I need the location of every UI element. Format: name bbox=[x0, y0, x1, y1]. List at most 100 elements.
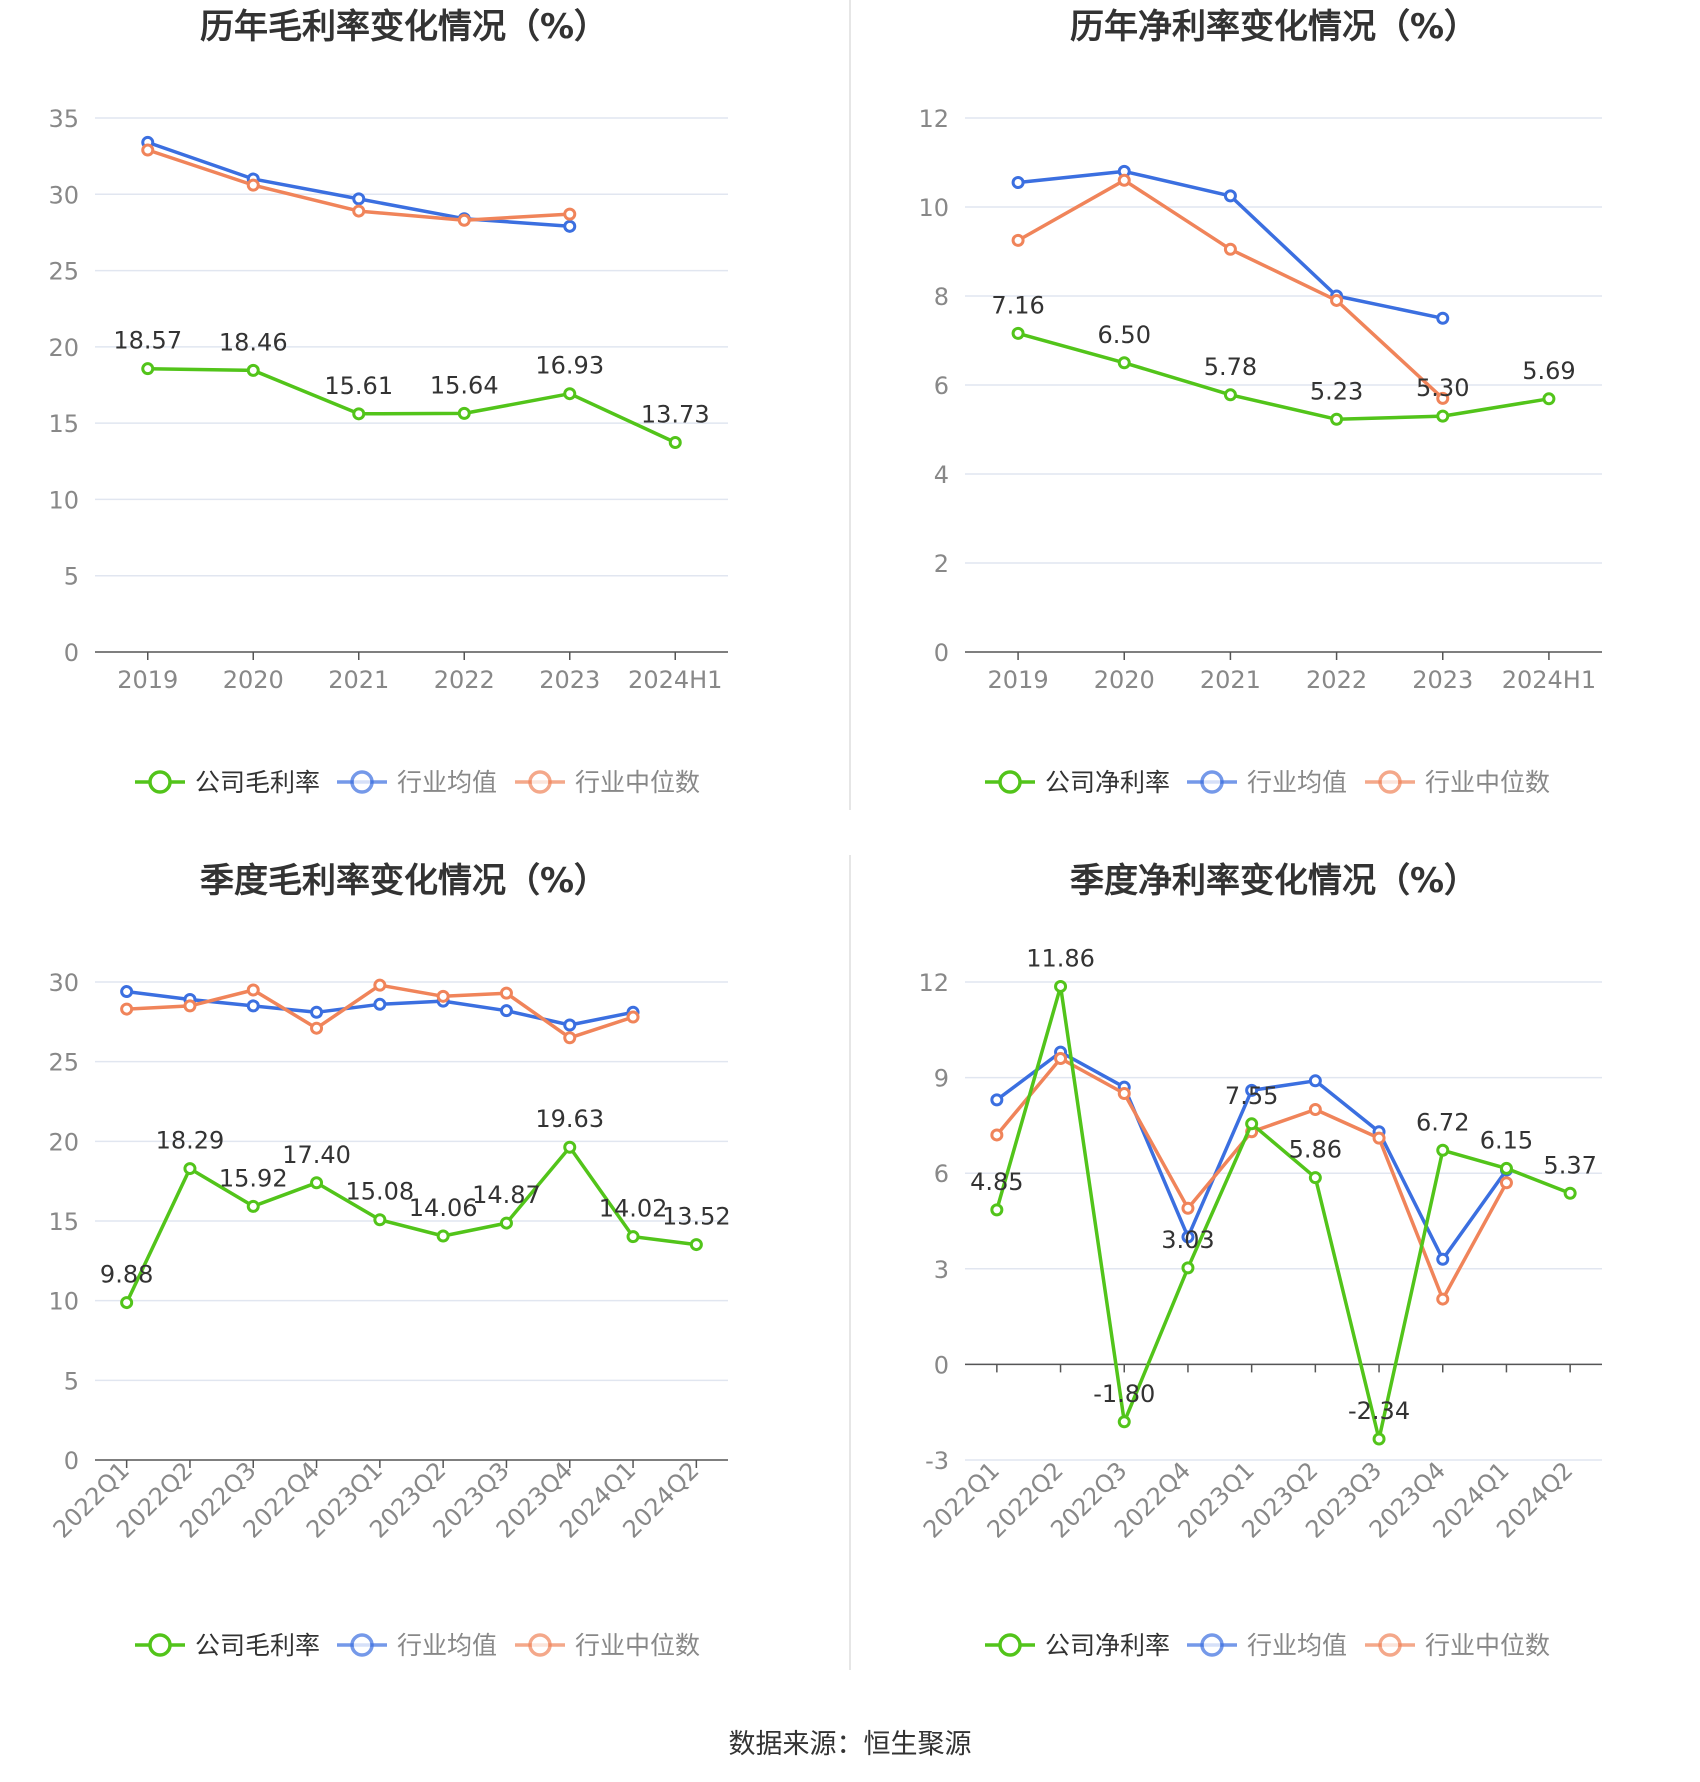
data-point-median bbox=[990, 1128, 1004, 1142]
legend-marker-icon bbox=[1378, 770, 1402, 794]
legend-item-company: 公司毛利率 bbox=[135, 1631, 320, 1660]
y-tick-label: 30 bbox=[48, 969, 79, 997]
legend-label: 公司净利率 bbox=[1045, 1631, 1170, 1660]
y-tick-label: 10 bbox=[918, 194, 949, 222]
y-tick-label: 4 bbox=[934, 461, 949, 489]
data-point-average bbox=[990, 1093, 1004, 1107]
data-point-company bbox=[436, 1229, 450, 1243]
data-point-average bbox=[1011, 176, 1025, 190]
series-line-company bbox=[147, 366, 677, 445]
data-point-average bbox=[373, 997, 387, 1011]
data-point-median bbox=[1436, 1292, 1450, 1306]
data-point-company bbox=[1054, 979, 1068, 993]
data-point-median bbox=[563, 207, 577, 221]
y-tick-label: 0 bbox=[64, 1447, 79, 1475]
data-point-company bbox=[1372, 1432, 1386, 1446]
x-tick-label: 2022 bbox=[434, 666, 495, 694]
data-point-company bbox=[246, 363, 260, 377]
data-point-median bbox=[1054, 1051, 1068, 1065]
series-line-company bbox=[1017, 331, 1550, 422]
series-line-company bbox=[995, 984, 1571, 1441]
data-point-median bbox=[1499, 1176, 1513, 1190]
chart-title: 季度毛利率变化情况（%） bbox=[200, 861, 608, 901]
data-point-company bbox=[1308, 1171, 1322, 1185]
data-label: 5.86 bbox=[1289, 1136, 1342, 1164]
legend-label: 公司毛利率 bbox=[195, 1631, 320, 1660]
legend-label: 行业中位数 bbox=[1425, 1631, 1550, 1660]
data-point-average bbox=[352, 192, 366, 206]
y-tick-label: 3 bbox=[934, 1256, 949, 1284]
y-tick-label: 15 bbox=[48, 1208, 79, 1236]
data-label: 15.64 bbox=[430, 371, 499, 399]
legend-item-average: 行业均值 bbox=[337, 1631, 497, 1660]
data-point-median bbox=[310, 1021, 324, 1035]
x-tick-label: 2020 bbox=[223, 666, 284, 694]
data-label: 13.52 bbox=[662, 1203, 731, 1231]
chart-1: 历年毛利率变化情况（%） 0 5 10 15 20 25 30 35 2019 2020 2021 20… bbox=[48, 7, 728, 797]
legend-marker-icon bbox=[998, 1633, 1022, 1657]
data-point-company bbox=[990, 1203, 1004, 1217]
data-point-median bbox=[1011, 233, 1025, 247]
data-point-median bbox=[1117, 173, 1131, 187]
y-tick-label: 9 bbox=[934, 1065, 949, 1093]
chart-title: 季度净利率变化情况（%） bbox=[1070, 861, 1478, 901]
data-point-company bbox=[1117, 356, 1131, 370]
data-point-average bbox=[499, 1004, 513, 1018]
legend-label: 行业均值 bbox=[397, 768, 497, 797]
data-point-median bbox=[352, 204, 366, 218]
y-tick-label: 25 bbox=[48, 1049, 79, 1077]
y-tick-label: 25 bbox=[48, 258, 79, 286]
y-tick-label: 10 bbox=[48, 1288, 79, 1316]
legend-item-median: 行业中位数 bbox=[515, 1631, 700, 1660]
data-point-company bbox=[499, 1216, 513, 1230]
y-tick-label: -3 bbox=[925, 1447, 949, 1475]
data-point-company bbox=[563, 387, 577, 401]
data-point-average bbox=[1308, 1074, 1322, 1088]
data-label: 14.06 bbox=[409, 1194, 478, 1222]
x-tick-label: 2019 bbox=[988, 666, 1049, 694]
legend-marker-icon bbox=[528, 1633, 552, 1657]
data-point-median bbox=[120, 1002, 134, 1016]
data-label: 18.46 bbox=[219, 328, 288, 356]
legend-label: 行业均值 bbox=[1247, 1631, 1347, 1660]
data-point-company bbox=[1181, 1261, 1195, 1275]
x-tick-label: 2020 bbox=[1094, 666, 1155, 694]
data-point-company bbox=[183, 1162, 197, 1176]
data-label: 13.73 bbox=[641, 401, 710, 429]
data-label: 5.23 bbox=[1310, 377, 1363, 405]
data-point-average bbox=[1245, 1083, 1259, 1097]
y-tick-label: 0 bbox=[934, 639, 949, 667]
series-line-company bbox=[125, 1145, 697, 1304]
data-label: 9.88 bbox=[100, 1261, 153, 1289]
data-point-average bbox=[563, 1018, 577, 1032]
data-label: 16.93 bbox=[535, 352, 604, 380]
chart-title: 历年毛利率变化情况（%） bbox=[200, 7, 608, 47]
x-tick-label: 2024H1 bbox=[1502, 666, 1596, 694]
legend-label: 行业均值 bbox=[1247, 768, 1347, 797]
data-label: 11.86 bbox=[1026, 944, 1095, 972]
data-point-median bbox=[1308, 1102, 1322, 1116]
x-tick-label: 2023 bbox=[539, 666, 600, 694]
legend-marker-icon bbox=[148, 770, 172, 794]
legend-label: 行业中位数 bbox=[575, 1631, 700, 1660]
data-source: 数据来源：恒生聚源 bbox=[728, 1729, 972, 1760]
data-point-average bbox=[1223, 189, 1237, 203]
data-point-average bbox=[1436, 1252, 1450, 1266]
data-point-company bbox=[668, 436, 682, 450]
data-label: 15.08 bbox=[345, 1178, 414, 1206]
data-label: 3.03 bbox=[1161, 1226, 1214, 1254]
data-label: 7.55 bbox=[1225, 1082, 1278, 1110]
data-point-company bbox=[373, 1213, 387, 1227]
data-point-company bbox=[1542, 392, 1556, 406]
legend-item-average: 行业均值 bbox=[337, 768, 497, 797]
data-point-median bbox=[1372, 1131, 1386, 1145]
y-tick-label: 20 bbox=[48, 334, 79, 362]
legend-marker-icon bbox=[1200, 770, 1224, 794]
data-label: 15.61 bbox=[324, 372, 393, 400]
legend-label: 行业中位数 bbox=[575, 768, 700, 797]
data-label: 19.63 bbox=[535, 1105, 604, 1133]
y-tick-label: 15 bbox=[48, 410, 79, 438]
legend-item-company: 公司毛利率 bbox=[135, 768, 320, 797]
data-point-company bbox=[626, 1230, 640, 1244]
data-point-company bbox=[310, 1176, 324, 1190]
